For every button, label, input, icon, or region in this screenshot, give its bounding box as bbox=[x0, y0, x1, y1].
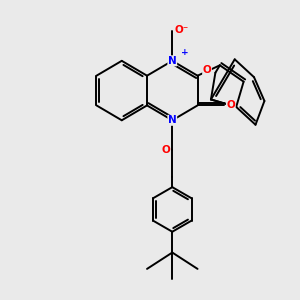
Text: N: N bbox=[168, 115, 177, 125]
Text: O⁻: O⁻ bbox=[174, 25, 188, 34]
Text: N: N bbox=[168, 56, 177, 66]
Text: O: O bbox=[226, 100, 235, 110]
Text: +: + bbox=[181, 48, 188, 57]
Text: O: O bbox=[203, 65, 212, 75]
Text: O: O bbox=[161, 145, 170, 155]
